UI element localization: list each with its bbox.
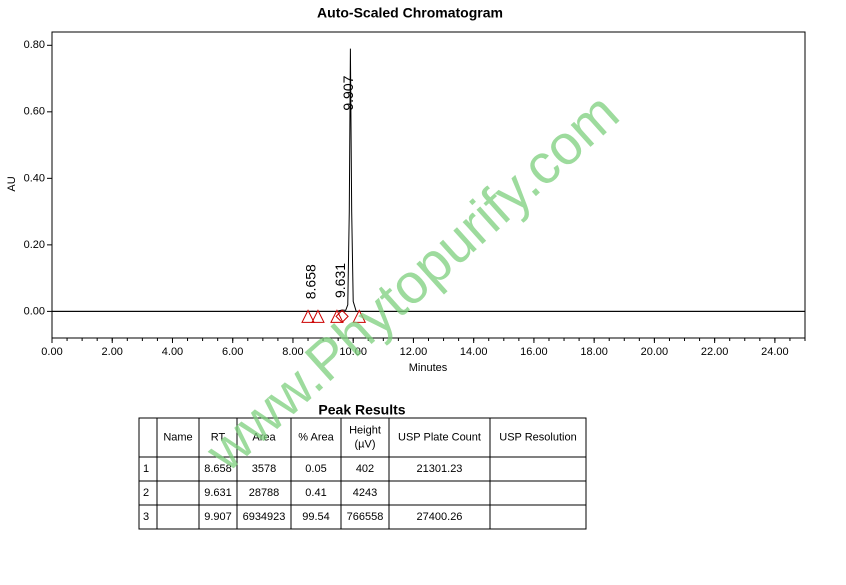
- peak-marker: [352, 309, 367, 323]
- x-tick-label: 10.00: [339, 346, 367, 358]
- peak-marker: [335, 309, 349, 324]
- x-tick-label: 16.00: [520, 346, 548, 358]
- peak-marker: [301, 309, 315, 323]
- table-cell: 99.54: [302, 511, 330, 523]
- table-header: RT: [211, 431, 226, 443]
- table-cell: 9.631: [204, 487, 232, 499]
- table-cell: 21301.23: [417, 463, 463, 475]
- x-tick-label: 0.00: [41, 346, 62, 358]
- table-header: Name: [163, 431, 192, 443]
- table-header: USP Resolution: [499, 431, 576, 443]
- peak-label: 9.631: [332, 263, 348, 298]
- y-tick-label: 0.20: [24, 239, 45, 251]
- table-cell: 28788: [249, 487, 280, 499]
- table-title: Peak Results: [318, 402, 405, 418]
- table-cell: 3: [143, 511, 149, 523]
- x-tick-label: 18.00: [580, 346, 608, 358]
- peak-marker: [311, 309, 325, 323]
- table-header: USP Plate Count: [398, 431, 481, 443]
- x-tick-label: 2.00: [102, 346, 123, 358]
- y-axis-label: AU: [6, 176, 18, 191]
- table-cell: 3578: [252, 463, 276, 475]
- y-tick-label: 0.00: [24, 305, 45, 317]
- y-tick-label: 0.40: [24, 172, 45, 184]
- x-tick-label: 8.00: [282, 346, 303, 358]
- x-tick-label: 4.00: [162, 346, 183, 358]
- table-cell: 2: [143, 487, 149, 499]
- table-header: Height (µV): [349, 424, 381, 450]
- table-cell: 27400.26: [417, 511, 463, 523]
- x-tick-label: 20.00: [641, 346, 669, 358]
- x-tick-label: 6.00: [222, 346, 243, 358]
- peak-label: 9.907: [340, 75, 356, 110]
- table-header: % Area: [298, 431, 334, 443]
- table-cell: 0.05: [305, 463, 326, 475]
- table-frame: [138, 417, 587, 530]
- y-tick-label: 0.80: [24, 39, 45, 51]
- table-cell: 766558: [347, 511, 384, 523]
- table-cell: 6934923: [243, 511, 286, 523]
- table-cell: 402: [356, 463, 374, 475]
- chart-title: Auto-Scaled Chromatogram: [317, 5, 503, 21]
- peak-marker: [330, 309, 344, 323]
- trace: [52, 48, 805, 312]
- watermark: www.Phytopurify.com: [193, 80, 631, 483]
- y-tick-label: 0.60: [24, 106, 45, 118]
- peak-label: 8.658: [302, 264, 318, 299]
- table-cell: 1: [143, 463, 149, 475]
- x-tick-label: 14.00: [460, 346, 488, 358]
- x-tick-label: 24.00: [761, 346, 789, 358]
- table-cell: 8.658: [204, 463, 232, 475]
- x-axis-label: Minutes: [409, 362, 448, 374]
- x-tick-label: 12.00: [400, 346, 428, 358]
- table-cell: 0.41: [305, 487, 326, 499]
- x-tick-label: 22.00: [701, 346, 729, 358]
- table-cell: 4243: [353, 487, 377, 499]
- table-cell: 9.907: [204, 511, 232, 523]
- table-header: Area: [252, 431, 276, 443]
